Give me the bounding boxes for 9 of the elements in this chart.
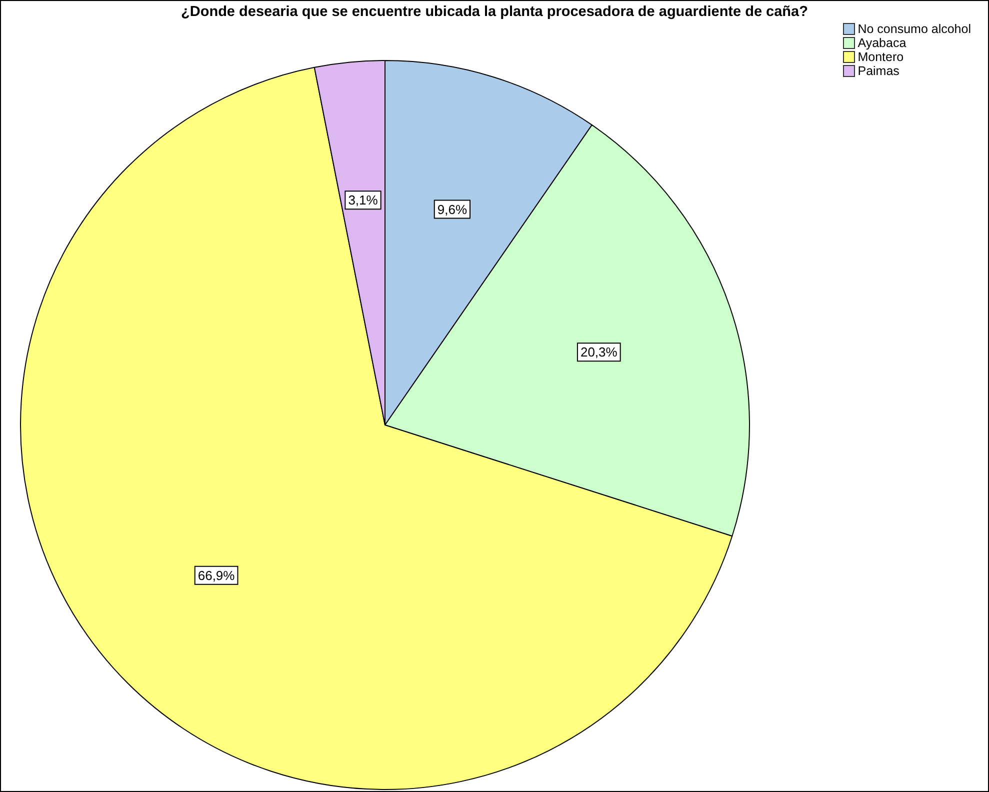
data-label: 9,6% xyxy=(437,202,468,217)
data-label: 20,3% xyxy=(580,344,618,360)
legend-label: Ayabaca xyxy=(858,36,906,50)
legend-label: No consumo alcohol xyxy=(858,22,971,36)
data-label: 3,1% xyxy=(348,192,378,208)
legend-label: Montero xyxy=(858,50,904,64)
data-label: 66,9% xyxy=(198,568,236,583)
legend-label: Paimas xyxy=(858,64,900,78)
chart-title: ¿Donde desearia que se encuentre ubicada la planta procesadora de aguardiente de caña? xyxy=(180,4,809,20)
